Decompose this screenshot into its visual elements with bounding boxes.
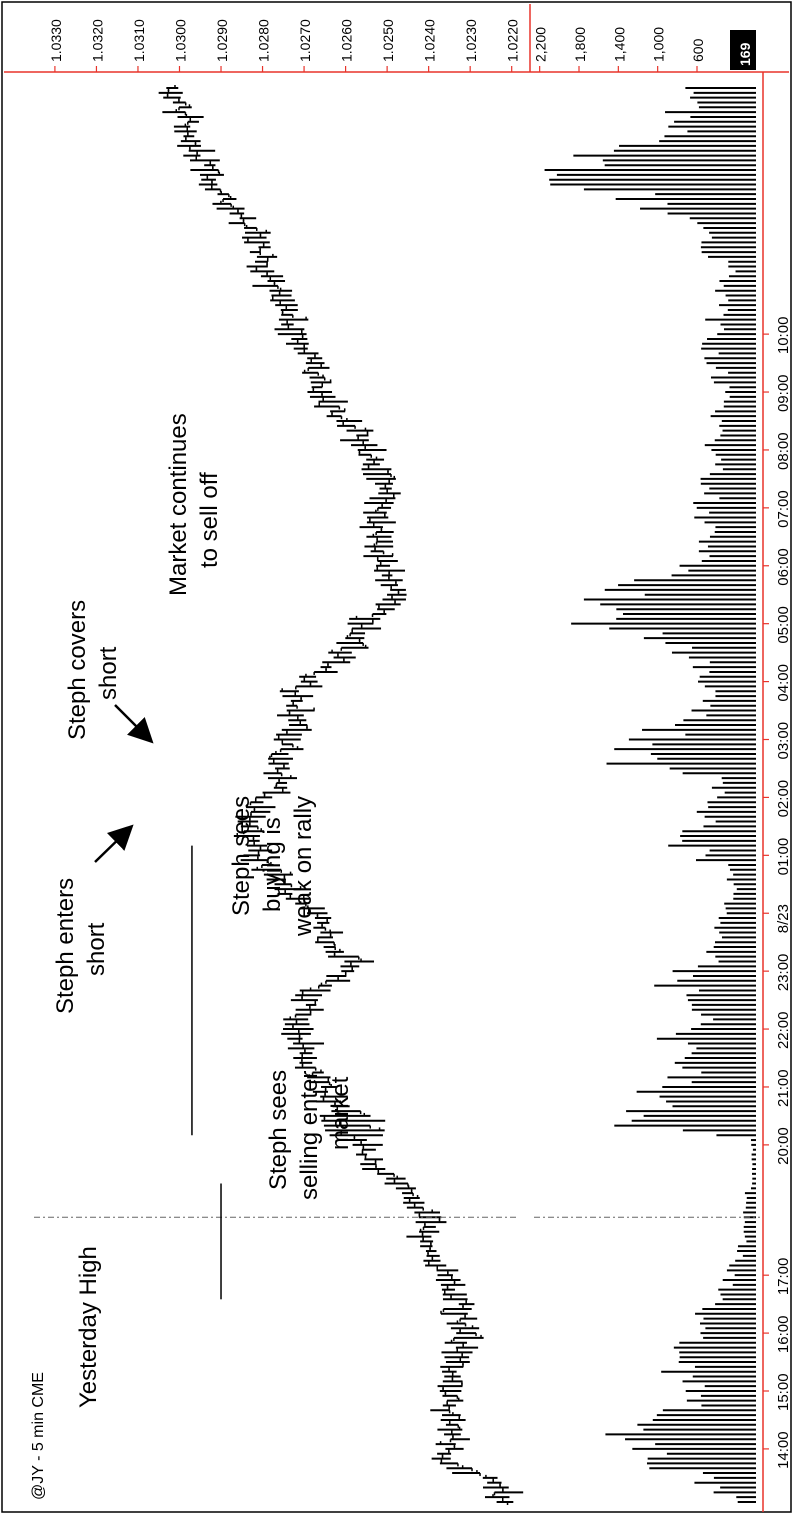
price-axis-label: 1.0220 — [505, 19, 521, 62]
annotation-steph-enters-line1: Steph enters — [52, 878, 79, 1014]
volume-axis-label: 2,200 — [533, 27, 549, 62]
annotation-steph-enters-line2: short — [83, 922, 110, 976]
annotation-market-continues-line1: Market continues — [165, 413, 192, 596]
time-axis-label: 21:00 — [775, 1069, 792, 1107]
time-axis-label: 8/23 — [775, 904, 792, 933]
annotation-steph-enters: Steph enters short — [52, 878, 110, 1014]
volume-bars — [544, 87, 756, 1503]
time-axis-label: 10:00 — [775, 317, 792, 355]
price-axis-label: 1.0280 — [256, 19, 272, 62]
chart-title: @JY - 5 min CME — [30, 1372, 47, 1500]
arrow-covers-short — [114, 704, 154, 744]
price-axis-label: 1.0230 — [463, 19, 479, 62]
price-axis-label: 1.0320 — [89, 19, 105, 62]
volume-axis-label: 1,000 — [651, 27, 667, 62]
price-axis-label: 1.0260 — [339, 19, 355, 62]
annotation-market-continues: Market continues to sell off — [165, 413, 223, 596]
price-bars — [158, 85, 524, 1505]
time-axis-label: 07:00 — [775, 490, 792, 528]
annotation-steph-covers-line1: Steph covers — [64, 600, 91, 740]
time-axis-label: 17:00 — [775, 1258, 792, 1296]
annotation-steph-covers-line2: short — [95, 646, 122, 700]
last-value-box — [730, 30, 756, 70]
price-axis-label: 1.0310 — [131, 19, 147, 62]
arrow-enters-short — [94, 824, 134, 863]
annotation-steph-sees-buying-line2: buying is — [259, 817, 286, 912]
time-axis-label: 04:00 — [775, 664, 792, 702]
annotation-market-continues-line2: to sell off — [196, 472, 223, 568]
time-axis-label: 14:00 — [775, 1431, 792, 1469]
annotation-steph-sees-selling-line2: selling enter — [296, 1071, 323, 1200]
annotation-steph-sees-buying: Steph sees buying is weak on rally — [228, 796, 317, 937]
price-axis-label: 1.0240 — [422, 19, 438, 62]
volume-axis-label: 1,800 — [572, 27, 588, 62]
reference-lines — [34, 845, 760, 1300]
time-axis-label: 02:00 — [775, 780, 792, 818]
annotation-steph-covers: Steph covers short — [64, 600, 122, 740]
annotation-steph-sees-selling-line3: market — [327, 1076, 354, 1150]
price-axis-label: 1.0270 — [297, 19, 313, 62]
annotation-steph-sees-buying-line3: weak on rally — [290, 796, 317, 937]
annotation-steph-sees-buying-line1: Steph sees — [228, 796, 255, 916]
time-axis-label: 22:00 — [775, 1012, 792, 1050]
price-axis-label: 1.0290 — [214, 19, 230, 62]
price-axis-label: 1.0300 — [172, 19, 188, 62]
time-axis-label: 01:00 — [775, 838, 792, 876]
time-axis-label: 16:00 — [775, 1316, 792, 1354]
time-axis-label: 05:00 — [775, 606, 792, 644]
time-axis-label: 09:00 — [775, 374, 792, 412]
price-axis-label: 1.0330 — [48, 19, 64, 62]
volume-axis-label: 600 — [690, 38, 706, 62]
time-axis-label: 20:00 — [775, 1127, 792, 1165]
annotation-yesterday-high: Yesterday High — [75, 1246, 102, 1408]
annotation-steph-sees-selling-line1: Steph sees — [265, 1070, 292, 1190]
last-value-label: 169 — [737, 42, 753, 66]
axes: 1.0330 1.0320 1.0310 1.0300 1.0290 1.0280 1.02… — [4, 4, 792, 1512]
time-axis-label: 08:00 — [775, 432, 792, 470]
time-axis-label: 06:00 — [775, 548, 792, 586]
time-axis-label: 03:00 — [775, 722, 792, 760]
time-axis-label: 23:00 — [775, 954, 792, 992]
price-axis-label: 1.0250 — [380, 19, 396, 62]
volume-axis-label: 1,400 — [611, 27, 627, 62]
time-axis-label: 15:00 — [775, 1373, 792, 1411]
annotation-steph-sees-selling: Steph sees selling enter market — [265, 1070, 354, 1200]
